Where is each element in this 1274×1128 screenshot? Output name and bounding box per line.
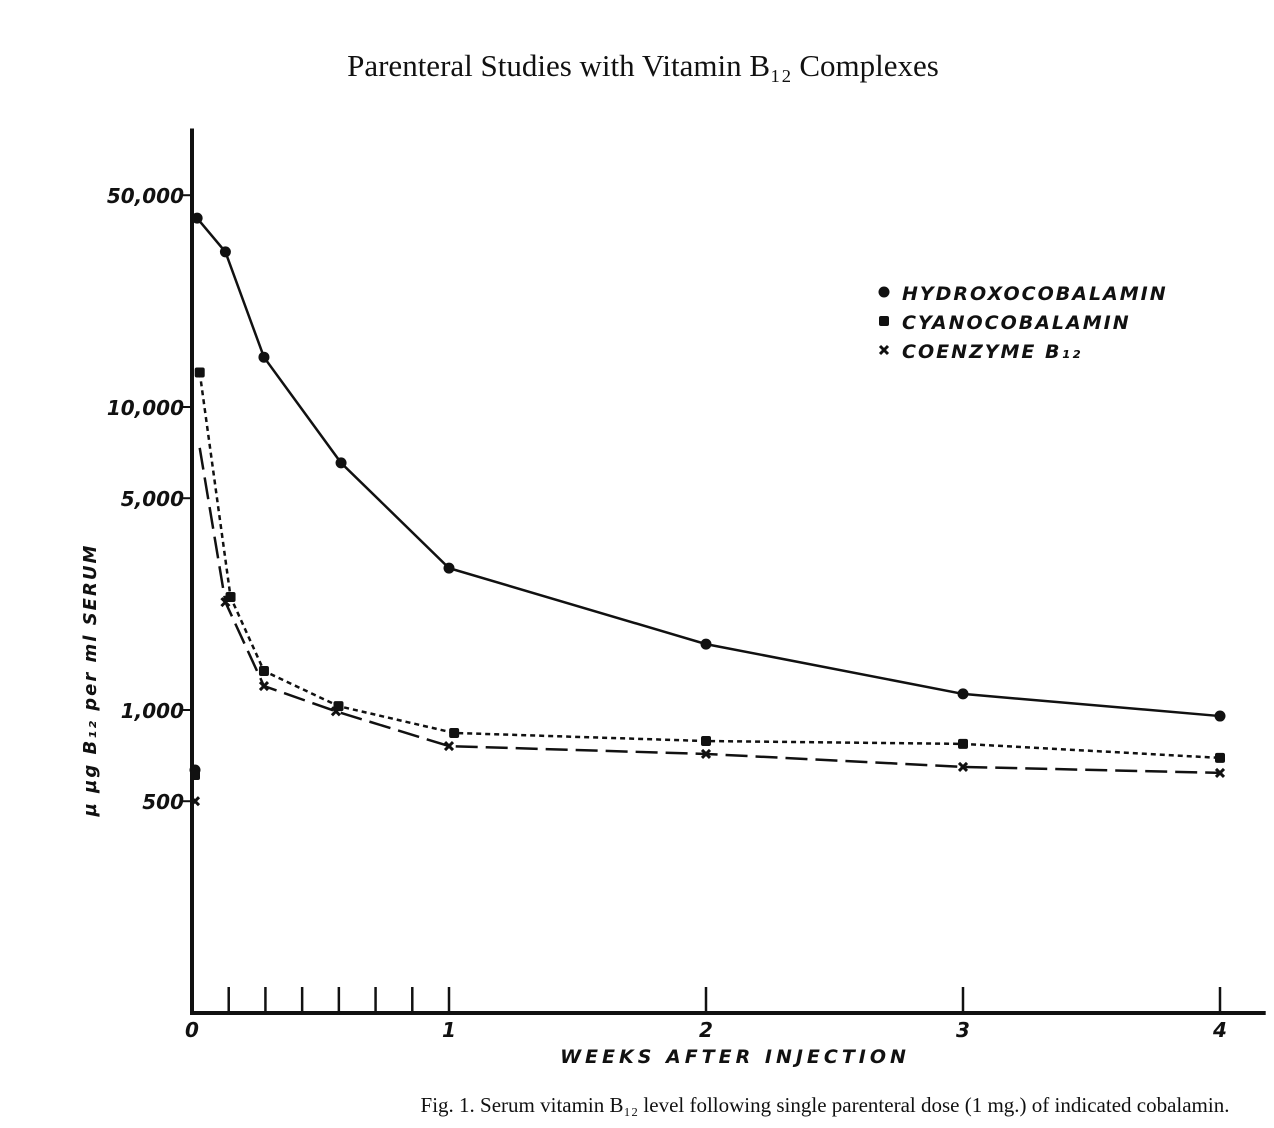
legend-label: HYDROXOCOBALAMIN [902, 283, 1168, 305]
series-line [196, 217, 1221, 718]
data-point [443, 741, 455, 752]
series-line [198, 447, 1221, 775]
series-2 [190, 367, 1225, 781]
data-point [449, 727, 460, 738]
data-point [191, 212, 203, 224]
data-point [258, 351, 270, 363]
y-tick-label: 10,000 [107, 396, 184, 420]
legend-marker [878, 344, 890, 356]
data-point [700, 638, 712, 650]
data-point [219, 246, 231, 258]
data-point [700, 748, 712, 760]
legend-label: COENZYME B₁₂ [902, 341, 1082, 363]
y-axis-label: µ µg B₁₂ per ml SERUM [80, 544, 101, 818]
data-point [1215, 752, 1225, 763]
y-tick-label: 500 [142, 790, 184, 814]
data-point [194, 367, 205, 378]
x-tick-label: 2 [699, 1018, 713, 1042]
data-point [701, 736, 711, 747]
legend-marker [879, 316, 889, 326]
data-point [958, 738, 968, 749]
data-point [957, 688, 969, 700]
x-tick-label: 4 [1212, 1018, 1227, 1042]
x-tick-label: 0 [185, 1018, 199, 1042]
data-point [220, 597, 231, 608]
y-tick-label: 5,000 [121, 487, 184, 511]
data-point [1214, 710, 1226, 722]
figure-caption: Fig. 1. Serum vitamin B₁₂ level followin… [421, 1093, 1230, 1117]
series-3 [189, 447, 1226, 807]
x-tick-label: 1 [442, 1018, 456, 1042]
x-tick-label: 3 [956, 1018, 970, 1042]
x-axis-label: WEEKS AFTER INJECTION [560, 1046, 910, 1068]
data-point [258, 680, 270, 692]
y-tick-label: 50,000 [107, 184, 184, 208]
baseline-point [190, 770, 200, 781]
series-line [198, 372, 1221, 760]
baseline-point [189, 796, 201, 807]
data-point [1214, 767, 1226, 778]
data-point [258, 665, 269, 676]
data-point [335, 457, 347, 469]
legend-marker [878, 286, 890, 298]
legend-label: CYANOCOBALAMIN [902, 312, 1131, 334]
data-point [443, 562, 455, 574]
chart-title: Parenteral Studies with Vitamin B₁₂ Comp… [347, 48, 939, 83]
y-tick-label: 1,000 [121, 699, 184, 723]
series-1 [189, 212, 1226, 776]
data-point [330, 706, 341, 717]
data-point [957, 761, 969, 772]
data-point [333, 701, 344, 712]
